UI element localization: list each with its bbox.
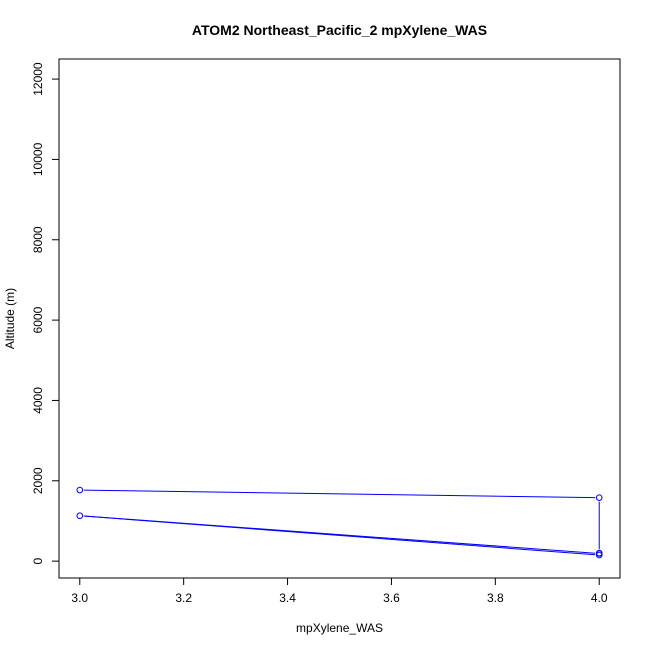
x-tick-label: 3.8 [487, 591, 504, 605]
chart-title: ATOM2 Northeast_Pacific_2 mpXylene_WAS [192, 22, 487, 38]
data-point [595, 550, 603, 557]
x-axis-label: mpXylene_WAS [296, 621, 383, 635]
x-tick-label: 3.6 [383, 591, 400, 605]
x-tick-label: 3.4 [279, 591, 296, 605]
y-tick-label: 10000 [31, 142, 45, 176]
data-point [76, 486, 84, 494]
y-axis: 0 2000 4000 6000 8000 10000 12000 [31, 62, 60, 564]
plot-frame [58, 58, 621, 579]
x-tick-label: 3.0 [71, 591, 88, 605]
y-axis-label: Altitude (m) [3, 288, 17, 349]
y-tick-label: 0 [31, 557, 45, 564]
y-tick-label: 4000 [31, 387, 45, 414]
x-tick-label: 3.2 [175, 591, 192, 605]
y-tick-label: 2000 [31, 467, 45, 494]
series-layer [76, 486, 603, 559]
y-tick-label: 6000 [31, 306, 45, 333]
data-point [595, 494, 603, 501]
x-tick-label: 4.0 [591, 591, 608, 605]
x-axis: 3.0 3.2 3.4 3.6 3.8 4.0 [71, 577, 608, 605]
y-tick-label: 8000 [31, 226, 45, 253]
y-tick-label: 12000 [31, 62, 45, 96]
data-point [76, 512, 84, 520]
series-segment [83, 515, 596, 554]
series-segment [83, 489, 596, 499]
